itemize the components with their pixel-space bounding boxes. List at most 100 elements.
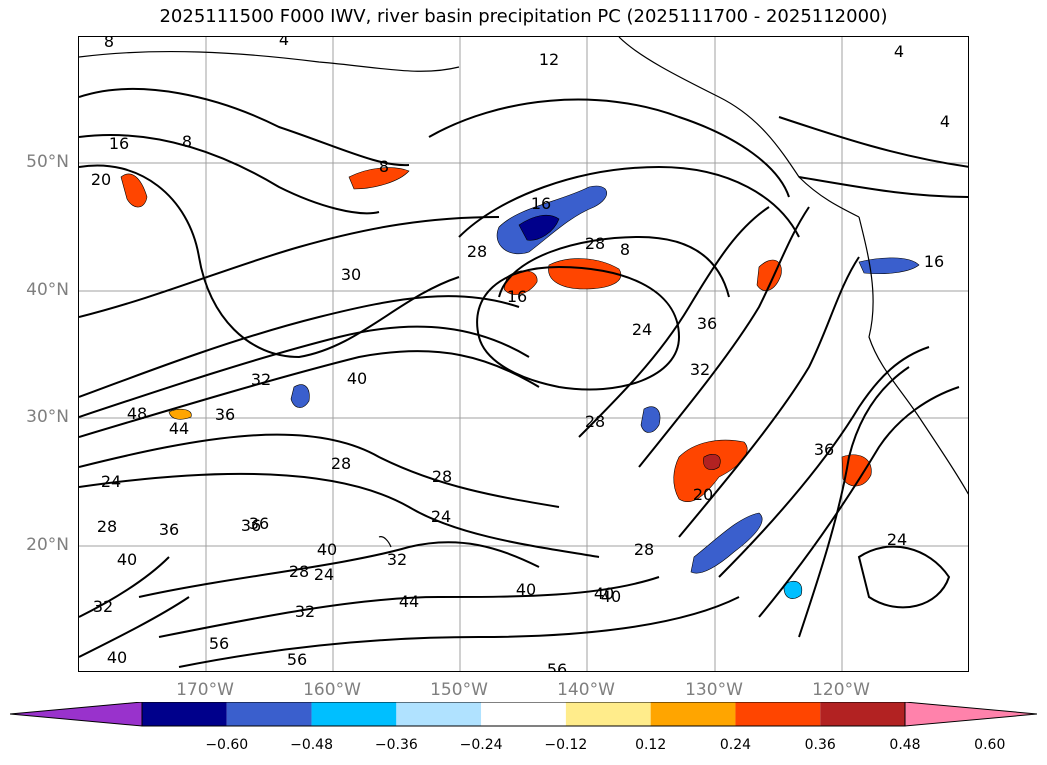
- contour-line: [476, 265, 681, 391]
- colorbar-tick-label: 0.36: [804, 737, 836, 753]
- colorbar-tick-label: 0.24: [719, 737, 752, 753]
- contour-label: 24: [101, 472, 121, 491]
- contour-line: [79, 164, 460, 359]
- contour-line: [458, 165, 800, 238]
- colorbar-tick-label: 0.48: [889, 737, 921, 753]
- contour-label: 32: [387, 550, 407, 569]
- lat-label-40n: 40°N: [26, 280, 69, 300]
- contour-label: 28: [585, 412, 605, 431]
- contour-label: 40: [347, 369, 367, 388]
- contour-line: [857, 545, 951, 609]
- lon-label-130w: 130°W: [685, 680, 743, 700]
- pc-blob-negative: [858, 257, 920, 275]
- colorbar-segment: [396, 702, 482, 726]
- colorbar-extend-low: [10, 702, 143, 727]
- iwv-contours: [79, 87, 968, 668]
- contour-line: [79, 556, 170, 618]
- pc-blob-positive: [348, 167, 410, 190]
- pc-blob-negative: [783, 580, 803, 599]
- contour-label: 40: [107, 648, 127, 667]
- colorbar-segment: [820, 702, 905, 726]
- pc-blob-positive: [120, 173, 148, 208]
- contour-line: [79, 472, 600, 558]
- contour-label: 28: [97, 517, 117, 536]
- contour-line: [138, 541, 540, 598]
- colorbar-segment: [481, 702, 566, 726]
- map-title: 2025111500 F000 IWV, river basin precipi…: [159, 6, 888, 27]
- pc-blob-positive: [168, 408, 192, 420]
- pc-blob-negative: [640, 406, 661, 433]
- contour-line: [79, 350, 540, 438]
- lat-label-50n: 50°N: [26, 152, 69, 172]
- contour-line: [428, 98, 790, 198]
- contour-label: 16: [924, 252, 944, 271]
- lon-label-170w: 170°W: [176, 680, 234, 700]
- contour-label: 56: [209, 634, 229, 653]
- contour-label: 44: [169, 419, 189, 438]
- colorbar-tick-label: −0.36: [374, 737, 418, 753]
- contour-line: [798, 366, 910, 638]
- contour-label: 16: [507, 287, 527, 306]
- contour-line: [578, 206, 770, 438]
- precip-pc-shading: [120, 167, 920, 599]
- colorbar-segment: [565, 702, 651, 726]
- contour-label: 16: [109, 134, 129, 153]
- contour-line: [79, 216, 500, 318]
- contour-line: [798, 176, 968, 198]
- contour-label: 40: [117, 550, 137, 569]
- contour-label: 36: [814, 440, 834, 459]
- colorbar-tick-label: −0.48: [290, 737, 333, 753]
- pc-blob-negative: [690, 512, 763, 574]
- pc-blob-negative: [518, 214, 560, 241]
- contour-line: [79, 87, 410, 167]
- lon-label-160w: 160°W: [303, 680, 361, 700]
- contour-line: [678, 256, 860, 538]
- contour-label: 24: [431, 507, 451, 526]
- contour-label: 4: [279, 37, 289, 49]
- pc-blob-negative: [290, 384, 310, 408]
- coastline-hawaii: [378, 536, 392, 548]
- contour-line: [178, 596, 740, 668]
- contour-label: 36: [697, 314, 717, 333]
- colorbar-tick-label: −0.60: [205, 737, 249, 753]
- contour-line: [79, 596, 190, 658]
- contour-line: [79, 433, 560, 508]
- contour-label: 24: [314, 565, 334, 584]
- coastline-north-america: [858, 216, 968, 495]
- contour-label: 32: [295, 602, 315, 621]
- contour-label: 36: [159, 520, 179, 539]
- colorbar-extend-high: [904, 702, 1037, 727]
- map-canvas: 8 4 12 4 16 8 20 8 4 16 28 28 16 8 16 30 40 24 36 48 36 32 32 2…: [79, 37, 968, 672]
- contour-label: 28: [634, 540, 654, 559]
- colorbar-segment: [226, 702, 312, 726]
- contour-label: 28: [331, 454, 351, 473]
- contour-label: 8: [379, 157, 389, 176]
- colorbar-segment: [142, 702, 227, 726]
- colorbar-tick-label: −0.24: [459, 737, 503, 753]
- contour-label: 12: [539, 50, 559, 69]
- colorbar-tick-label: 0.60: [974, 737, 1006, 753]
- coastline-alaska: [618, 37, 860, 218]
- pc-blob-positive: [703, 454, 721, 470]
- contour-label: 16: [531, 194, 551, 213]
- contour-label: 56: [547, 660, 567, 672]
- contour-line: [79, 295, 520, 398]
- colorbar: [10, 702, 1037, 727]
- contour-label: 36: [215, 405, 235, 424]
- map-panel: 8 4 12 4 16 8 20 8 4 16 28 28 16 8 16 30 40 24 36 48 36 32 32 2…: [78, 36, 969, 672]
- colorbar-segment: [311, 702, 397, 726]
- lat-label-20n: 20°N: [26, 535, 69, 555]
- coastline: [79, 37, 968, 548]
- lat-label-30n: 30°N: [26, 407, 69, 427]
- contour-label: 4: [894, 42, 904, 61]
- graticule: [79, 37, 968, 671]
- contour-label: 40: [601, 587, 621, 606]
- contour-label: 44: [399, 592, 419, 611]
- colorbar-tick-label: 0.12: [635, 737, 667, 753]
- contour-line: [79, 134, 380, 215]
- contour-label: 24: [632, 320, 652, 339]
- contour-label: 32: [690, 360, 710, 379]
- contour-label: 40: [516, 580, 536, 599]
- contour-label: 32: [251, 370, 271, 389]
- contour-line: [758, 386, 960, 618]
